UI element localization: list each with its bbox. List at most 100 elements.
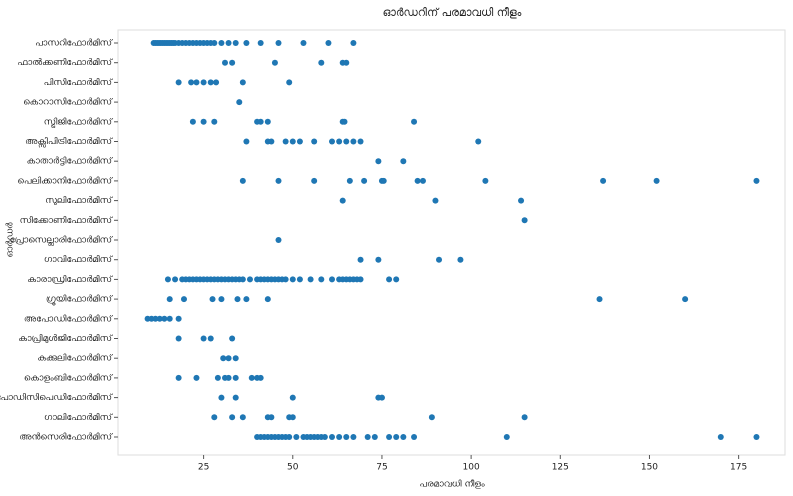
point: [222, 59, 229, 66]
point: [225, 40, 232, 46]
point: [175, 79, 182, 86]
point: [180, 296, 187, 303]
point: [211, 414, 218, 421]
point: [400, 158, 407, 165]
point: [236, 99, 243, 106]
point: [264, 296, 271, 303]
point: [357, 138, 364, 145]
y-tick-label: പാസറിഫോർമിസ്: [35, 38, 113, 49]
y-axis-label: ഓർഡർ: [6, 222, 16, 258]
point: [717, 434, 724, 440]
point: [282, 138, 289, 145]
point: [286, 434, 293, 440]
point: [232, 394, 239, 401]
point: [207, 335, 214, 342]
x-tick-label: 100: [463, 463, 480, 473]
y-tick-label: കാപ്രിമുൾജിഫോർമിസ്: [18, 333, 113, 344]
point: [419, 177, 426, 184]
point: [311, 177, 318, 184]
point: [311, 138, 318, 145]
point: [346, 177, 353, 184]
point: [275, 40, 282, 46]
y-tick-label: കൊറാസിഫോർമിസ്: [23, 97, 113, 108]
point: [211, 118, 218, 125]
point: [156, 315, 163, 322]
point: [257, 374, 264, 381]
point: [239, 177, 246, 184]
y-tick-label: ഗാവിഫോർമിസ്: [44, 254, 113, 265]
point: [428, 414, 435, 421]
point: [386, 276, 393, 283]
point: [350, 40, 357, 46]
point: [380, 177, 387, 184]
plot-frame: [117, 29, 786, 456]
point: [200, 335, 207, 342]
point: [243, 138, 250, 145]
point: [753, 434, 760, 440]
point: [596, 296, 603, 303]
point: [375, 158, 382, 165]
point: [343, 138, 350, 145]
point: [175, 335, 182, 342]
y-tick-label: അപോഡിഫോർമിസ്: [24, 313, 113, 324]
point: [286, 79, 293, 86]
point: [296, 138, 303, 145]
point: [289, 276, 296, 283]
y-tick-label: പോഡിസിപെഡിഫോർമിസ്: [0, 392, 113, 403]
point: [753, 177, 760, 184]
y-tick-label: അൻസെരിഫോർമിസ്: [19, 432, 113, 443]
point: [518, 197, 525, 204]
point: [172, 276, 179, 283]
point: [436, 256, 443, 263]
x-tick-label: 125: [552, 463, 569, 473]
point: [232, 374, 239, 381]
x-axis-label: പരമാവധി നീളം: [419, 479, 484, 490]
point: [248, 374, 255, 381]
point: [164, 276, 171, 283]
point: [386, 434, 393, 440]
point: [218, 296, 225, 303]
point: [411, 434, 418, 440]
point: [482, 177, 489, 184]
point: [343, 59, 350, 66]
point: [257, 40, 264, 46]
point: [239, 414, 246, 421]
point: [300, 40, 307, 46]
point: [246, 276, 253, 283]
point: [152, 315, 159, 322]
point: [414, 177, 421, 184]
point: [289, 394, 296, 401]
point: [275, 237, 282, 243]
point: [321, 434, 328, 440]
point: [329, 138, 336, 145]
point: [336, 138, 343, 145]
point: [521, 414, 528, 421]
point: [653, 177, 660, 184]
point: [329, 434, 336, 440]
point: [207, 79, 214, 86]
point: [339, 197, 346, 204]
point: [393, 276, 400, 283]
point: [296, 276, 303, 283]
point: [211, 40, 218, 46]
point: [432, 197, 439, 204]
point: [161, 315, 168, 322]
chart-title: ഓർഡറിന് പരമാവധി നീളം: [383, 6, 522, 19]
point: [229, 59, 236, 66]
y-tick-label: പെലിക്കാനിഫോർമിസ്: [17, 175, 113, 186]
point: [307, 276, 314, 283]
x-tick-label: 175: [730, 463, 747, 473]
x-tick-label: 75: [376, 463, 387, 473]
point: [350, 138, 357, 145]
point: [682, 296, 689, 303]
point: [600, 177, 607, 184]
point: [213, 79, 220, 86]
point: [193, 374, 200, 381]
point: [325, 40, 332, 46]
point: [318, 59, 325, 66]
point: [225, 355, 232, 362]
y-tick-label: സ്ട്രിജിഫോർമിസ്: [44, 116, 113, 127]
point: [400, 434, 407, 440]
y-tick-label: കാതാർട്ടിഫോർമിസ്: [27, 156, 114, 167]
x-tick-label: 25: [198, 463, 209, 473]
